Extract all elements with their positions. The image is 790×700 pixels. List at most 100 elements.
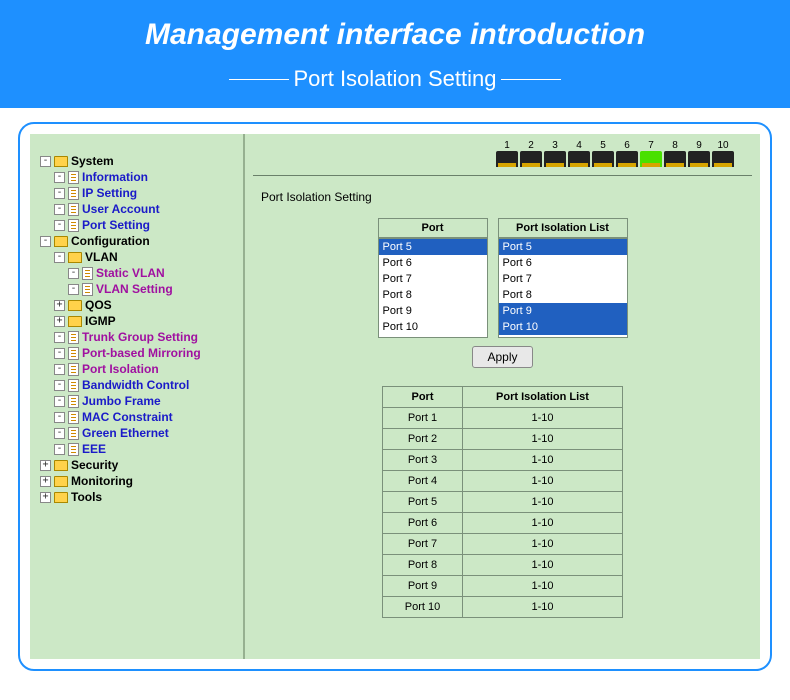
expand-icon[interactable]: - <box>54 348 65 359</box>
expand-icon[interactable]: - <box>54 220 65 231</box>
tree-item-qos[interactable]: + QOS <box>54 298 237 312</box>
page-icon <box>68 171 79 184</box>
tree-item-mac-constraint[interactable]: -MAC Constraint <box>54 410 237 424</box>
divider <box>253 175 752 176</box>
apply-button[interactable]: Apply <box>472 346 532 368</box>
port-number: 5 <box>592 140 614 151</box>
tree-item-monitoring[interactable]: + Monitoring <box>40 474 237 488</box>
expand-icon[interactable]: - <box>54 364 65 375</box>
tree-item-port-isolation[interactable]: -Port Isolation <box>54 362 237 376</box>
tree-item-security[interactable]: +Security <box>40 458 237 472</box>
isolation-select-header: Port Isolation List <box>498 218 628 238</box>
tree-item-user-account[interactable]: - User Account <box>54 202 237 216</box>
expand-icon[interactable]: + <box>40 460 51 471</box>
table-cell: Port 10 <box>383 597 463 618</box>
expand-icon[interactable]: - <box>54 380 65 391</box>
list-option[interactable]: Port 7 <box>379 271 487 287</box>
list-option[interactable]: Port 8 <box>499 287 627 303</box>
tree-item-bandwidth-control[interactable]: -Bandwidth Control <box>54 378 237 392</box>
expand-icon[interactable]: + <box>54 300 65 311</box>
port-jack-icon <box>616 151 638 167</box>
tree-item-configuration[interactable]: -Configuration <box>40 234 237 248</box>
list-option[interactable]: Port 6 <box>499 255 627 271</box>
list-option[interactable]: Port 9 <box>379 303 487 319</box>
port-number: 1 <box>496 140 518 151</box>
page-icon <box>68 331 79 344</box>
expand-icon[interactable]: - <box>54 396 65 407</box>
port-indicator-10: 10 <box>712 140 734 167</box>
tree-label: Monitoring <box>71 474 133 488</box>
tree-label: QOS <box>85 298 112 312</box>
list-option[interactable]: Port 7 <box>499 271 627 287</box>
list-option[interactable]: Port 9 <box>499 303 627 319</box>
tree-item-tools[interactable]: +Tools <box>40 490 237 504</box>
tree-item-green-ethernet[interactable]: -Green Ethernet <box>54 426 237 440</box>
list-option[interactable]: Port 5 <box>499 239 627 255</box>
port-jack-icon <box>640 151 662 167</box>
expand-icon[interactable]: + <box>40 476 51 487</box>
tree-item-vlan-setting[interactable]: -VLAN Setting <box>68 282 237 296</box>
table-cell: Port 2 <box>383 429 463 450</box>
tree-item-igmp[interactable]: +IGMP <box>54 314 237 328</box>
port-jack-icon <box>544 151 566 167</box>
expand-icon[interactable]: - <box>54 172 65 183</box>
isolation-select-column: Port Isolation List Port 5Port 6Port 7Po… <box>498 218 628 338</box>
table-cell: Port 4 <box>383 471 463 492</box>
port-listbox[interactable]: Port 5Port 6Port 7Port 8Port 9Port 10 <box>378 238 488 338</box>
table-row: Port 31-10 <box>383 450 623 471</box>
tree-item-information[interactable]: - Information <box>54 170 237 184</box>
port-number: 9 <box>688 140 710 151</box>
port-jack-icon <box>496 151 518 167</box>
page-icon <box>68 427 79 440</box>
table-cell: 1-10 <box>463 555 623 576</box>
port-number: 7 <box>640 140 662 151</box>
tree-item-eee[interactable]: -EEE <box>54 442 237 456</box>
list-option[interactable]: Port 6 <box>379 255 487 271</box>
isolation-listbox[interactable]: Port 5Port 6Port 7Port 8Port 9Port 10 <box>498 238 628 338</box>
list-option[interactable]: Port 8 <box>379 287 487 303</box>
tree-label: Information <box>82 170 148 184</box>
expand-icon[interactable]: - <box>68 268 79 279</box>
expand-icon[interactable]: - <box>54 204 65 215</box>
port-jack-icon <box>712 151 734 167</box>
page-icon <box>68 203 79 216</box>
expand-icon[interactable]: - <box>54 428 65 439</box>
folder-icon <box>54 236 68 247</box>
tree-item-system[interactable]: -System <box>40 154 237 168</box>
expand-icon[interactable]: - <box>54 332 65 343</box>
section-title: Port Isolation Setting <box>261 190 752 204</box>
collapse-icon[interactable]: - <box>40 156 51 167</box>
tree-label: User Account <box>82 202 160 216</box>
table-cell: 1-10 <box>463 513 623 534</box>
banner-subtitle-text: Port Isolation Setting <box>293 66 496 92</box>
app-frame: -System-Information-IP Setting-User Acco… <box>18 122 772 671</box>
expand-icon[interactable]: + <box>40 492 51 503</box>
collapse-icon[interactable]: - <box>40 236 51 247</box>
table-cell: Port 7 <box>383 534 463 555</box>
table-cell: 1-10 <box>463 534 623 555</box>
tree-item-vlan[interactable]: - VLAN <box>54 250 237 264</box>
list-option[interactable]: Port 5 <box>379 239 487 255</box>
expand-icon[interactable]: - <box>68 284 79 295</box>
tree-item-jumbo-frame[interactable]: -Jumbo Frame <box>54 394 237 408</box>
collapse-icon[interactable]: - <box>54 252 65 263</box>
expand-icon[interactable]: - <box>54 188 65 199</box>
page-icon <box>68 443 79 456</box>
expand-icon[interactable]: - <box>54 412 65 423</box>
table-cell: Port 6 <box>383 513 463 534</box>
app-body: -System-Information-IP Setting-User Acco… <box>30 134 760 659</box>
list-option[interactable]: Port 10 <box>379 319 487 335</box>
tree-label: VLAN <box>85 250 118 264</box>
select-block: Port Port 5Port 6Port 7Port 8Port 9Port … <box>253 218 752 338</box>
nav-tree: -System-Information-IP Setting-User Acco… <box>40 154 237 504</box>
tree-item-static-vlan[interactable]: -Static VLAN <box>68 266 237 280</box>
page-icon <box>82 283 93 296</box>
tree-item-port-setting[interactable]: -Port Setting <box>54 218 237 232</box>
port-indicator-4: 4 <box>568 140 590 167</box>
list-option[interactable]: Port 10 <box>499 319 627 335</box>
tree-item-port-based-mirroring[interactable]: -Port-based Mirroring <box>54 346 237 360</box>
tree-item-ip-setting[interactable]: -IP Setting <box>54 186 237 200</box>
expand-icon[interactable]: + <box>54 316 65 327</box>
tree-item-trunk-group-setting[interactable]: -Trunk Group Setting <box>54 330 237 344</box>
expand-icon[interactable]: - <box>54 444 65 455</box>
